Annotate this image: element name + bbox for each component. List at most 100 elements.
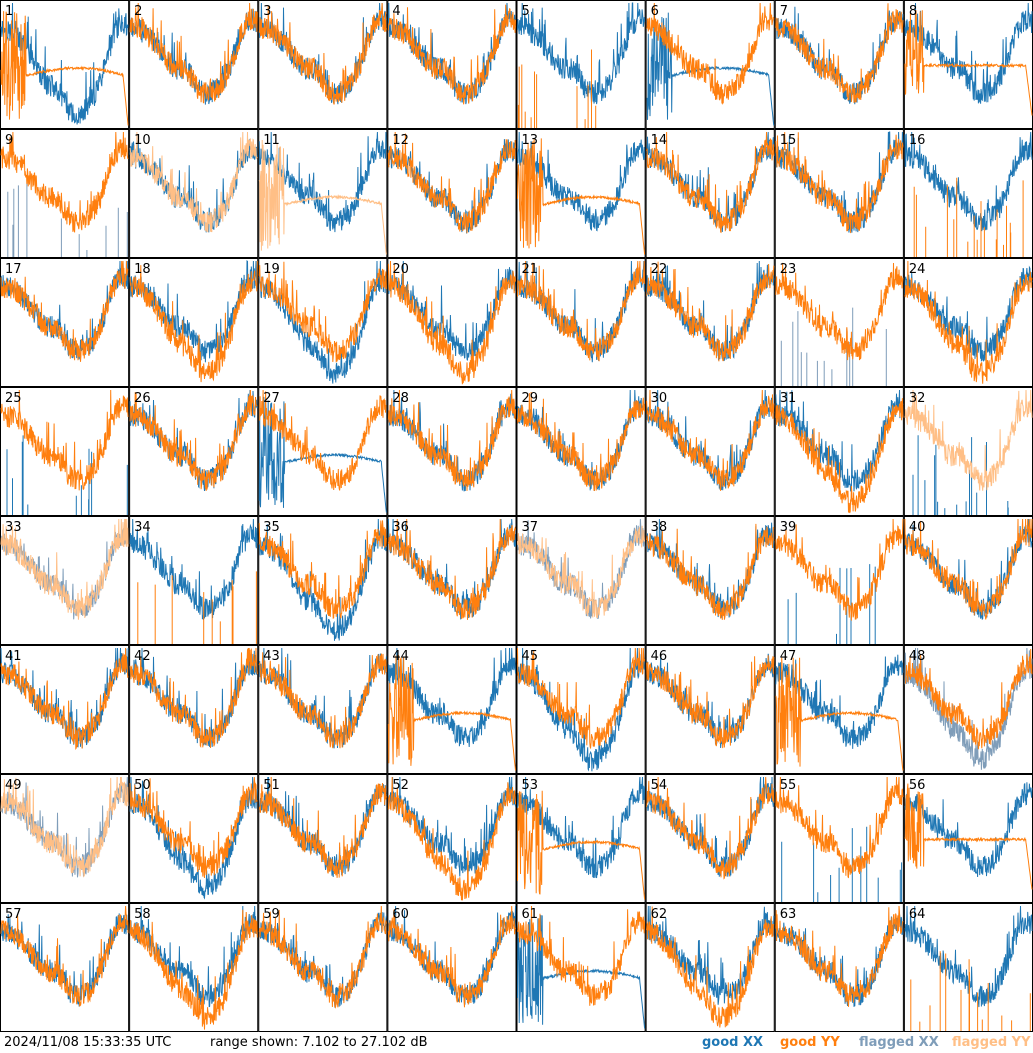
tile-frame — [774, 0, 904, 129]
tile-13: 13 — [516, 129, 646, 258]
tile-17: 17 — [0, 258, 130, 387]
tile-48: 48 — [903, 645, 1033, 774]
tile-label: 13 — [522, 133, 539, 148]
tile-42: 42 — [129, 645, 259, 774]
tile-27: 27 — [258, 387, 388, 516]
trace-yy-18 — [129, 260, 258, 383]
tile-frame — [387, 387, 517, 516]
trace-yy-17 — [0, 260, 129, 362]
tile-15: 15 — [774, 129, 904, 258]
trace-xx-44 — [387, 647, 516, 748]
tile-44: 44 — [387, 645, 517, 774]
trace-yy-19 — [258, 261, 387, 363]
tile-label: 4 — [392, 4, 400, 19]
tile-33: 33 — [0, 516, 130, 645]
tile-label: 37 — [522, 520, 539, 535]
tile-frame — [516, 0, 646, 129]
tile-label: 20 — [392, 262, 409, 277]
tile-label: 28 — [392, 391, 409, 406]
tile-58: 58 — [129, 903, 259, 1032]
tile-14: 14 — [645, 129, 775, 258]
tile-36: 36 — [387, 516, 517, 645]
tile-label: 29 — [522, 391, 539, 406]
tile-frame — [903, 774, 1033, 903]
trace-yy-37 — [517, 525, 646, 619]
tile-4: 4 — [387, 0, 517, 129]
tile-55: 55 — [774, 774, 904, 903]
legend-flagged-xx: flagged XX — [859, 1035, 939, 1050]
footer: 2024/11/08 15:33:35 UTC range shown: 7.1… — [0, 1032, 1033, 1053]
tile-40: 40 — [903, 516, 1033, 645]
trace-yy-45 — [517, 647, 646, 750]
trace-xx-6 — [646, 12, 775, 126]
tile-43: 43 — [258, 645, 388, 774]
trace-xx-8 — [904, 2, 1033, 104]
trace-xx-13 — [517, 131, 646, 232]
tile-39: 39 — [774, 516, 904, 645]
trace-yy-39 — [775, 518, 904, 621]
tile-frame — [774, 129, 904, 258]
tile-7: 7 — [774, 0, 904, 129]
trace-yy-33 — [0, 518, 129, 620]
tile-10: 10 — [129, 129, 259, 258]
trace-yy-2 — [129, 2, 258, 104]
tile-21: 21 — [516, 258, 646, 387]
trace-yy-23 — [775, 262, 904, 361]
tile-20: 20 — [387, 258, 517, 387]
tile-47: 47 — [774, 645, 904, 774]
trace-yy-8 — [904, 9, 1033, 116]
tile-label: 10 — [134, 133, 151, 148]
tile-2: 2 — [129, 0, 259, 129]
tile-frame — [903, 516, 1033, 645]
trace-yy-61 — [517, 905, 646, 1006]
tile-frame — [645, 129, 775, 258]
tile-label: 42 — [134, 649, 151, 664]
tile-label: 21 — [522, 262, 539, 277]
trace-xx-64 — [904, 905, 1033, 1008]
trace-yy-44 — [387, 654, 516, 771]
trace-yy-47 — [775, 657, 904, 771]
trace-yy-57 — [0, 905, 129, 1007]
trace-xx-34 — [129, 518, 258, 620]
trace-yy-13 — [517, 138, 646, 255]
tile-25: 25 — [0, 387, 130, 516]
trace-yy-48 — [904, 648, 1033, 750]
trace-yy-46 — [646, 655, 775, 749]
trace-yy-21 — [517, 260, 646, 362]
trace-yy-27 — [258, 389, 387, 491]
trace-xx-48 — [904, 647, 1033, 770]
trace-yy-20 — [387, 260, 516, 385]
tile-60: 60 — [387, 903, 517, 1032]
tile-label: 39 — [780, 520, 797, 535]
trace-yy-56 — [904, 783, 1033, 890]
tile-19: 19 — [258, 258, 388, 387]
tile-label: 49 — [5, 778, 22, 793]
tile-24: 24 — [903, 258, 1033, 387]
tile-frame — [129, 645, 259, 774]
tile-frame — [516, 516, 646, 645]
tile-frame — [0, 774, 130, 903]
tile-frame — [387, 516, 517, 645]
tile-label: 48 — [909, 649, 926, 664]
tile-label: 58 — [134, 907, 151, 922]
tile-28: 28 — [387, 387, 517, 516]
tile-35: 35 — [258, 516, 388, 645]
trace-xx-35 — [258, 518, 387, 641]
tile-label: 38 — [651, 520, 668, 535]
tile-49: 49 — [0, 774, 130, 903]
trace-yy-55 — [775, 776, 904, 879]
tile-frame — [0, 516, 130, 645]
tile-11: 11 — [258, 129, 388, 258]
tile-label: 32 — [909, 391, 926, 406]
tile-label: 19 — [263, 262, 280, 277]
trace-yy-6 — [646, 2, 775, 105]
tile-62: 62 — [645, 903, 775, 1032]
tile-label: 61 — [522, 907, 539, 922]
trace-yy-52 — [387, 776, 516, 901]
tile-frame — [129, 0, 259, 129]
tile-frame — [129, 387, 259, 516]
tile-label: 27 — [263, 391, 280, 406]
tile-label: 2 — [134, 4, 142, 19]
tile-label: 56 — [909, 778, 926, 793]
tile-label: 45 — [522, 649, 539, 664]
